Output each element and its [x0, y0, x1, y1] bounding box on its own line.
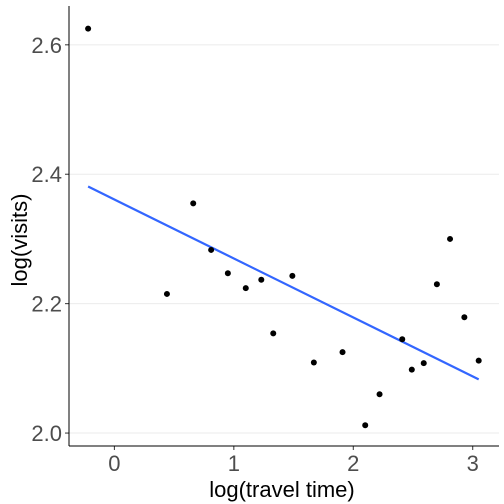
- x-axis-title: log(travel time): [209, 477, 354, 502]
- data-point: [163, 290, 170, 297]
- data-point: [258, 276, 265, 283]
- data-point: [85, 25, 92, 32]
- trend-line-group: [87, 185, 480, 381]
- data-point: [475, 357, 482, 364]
- data-point: [339, 349, 346, 356]
- x-tick-label: 1: [228, 451, 240, 476]
- data-point: [242, 285, 249, 292]
- data-point: [420, 360, 427, 367]
- y-tick-label: 2.2: [31, 292, 62, 317]
- gridlines: [69, 44, 499, 434]
- y-tick-label: 2.6: [31, 33, 62, 58]
- axes: 2.0 2.2 2.4 2.6 0 1 2 3: [31, 6, 499, 476]
- regression-line: [87, 185, 480, 381]
- data-point: [208, 246, 215, 253]
- data-point: [433, 281, 440, 288]
- data-point: [399, 336, 406, 343]
- data-point: [362, 422, 369, 429]
- y-tick-label: 2.0: [31, 421, 62, 446]
- data-point: [190, 200, 197, 207]
- x-tick-label: 2: [347, 451, 359, 476]
- data-point: [447, 235, 454, 242]
- data-point: [376, 391, 383, 398]
- data-point: [408, 366, 415, 373]
- y-tick-label: 2.4: [31, 162, 62, 187]
- data-point: [289, 272, 296, 279]
- data-point: [461, 314, 468, 321]
- x-tick-label: 3: [467, 451, 479, 476]
- data-point: [224, 270, 231, 277]
- data-point: [270, 330, 277, 337]
- data-points: [85, 25, 482, 429]
- x-tick-label: 0: [108, 451, 120, 476]
- y-axis-title: log(visits): [7, 194, 32, 287]
- data-point: [310, 359, 317, 366]
